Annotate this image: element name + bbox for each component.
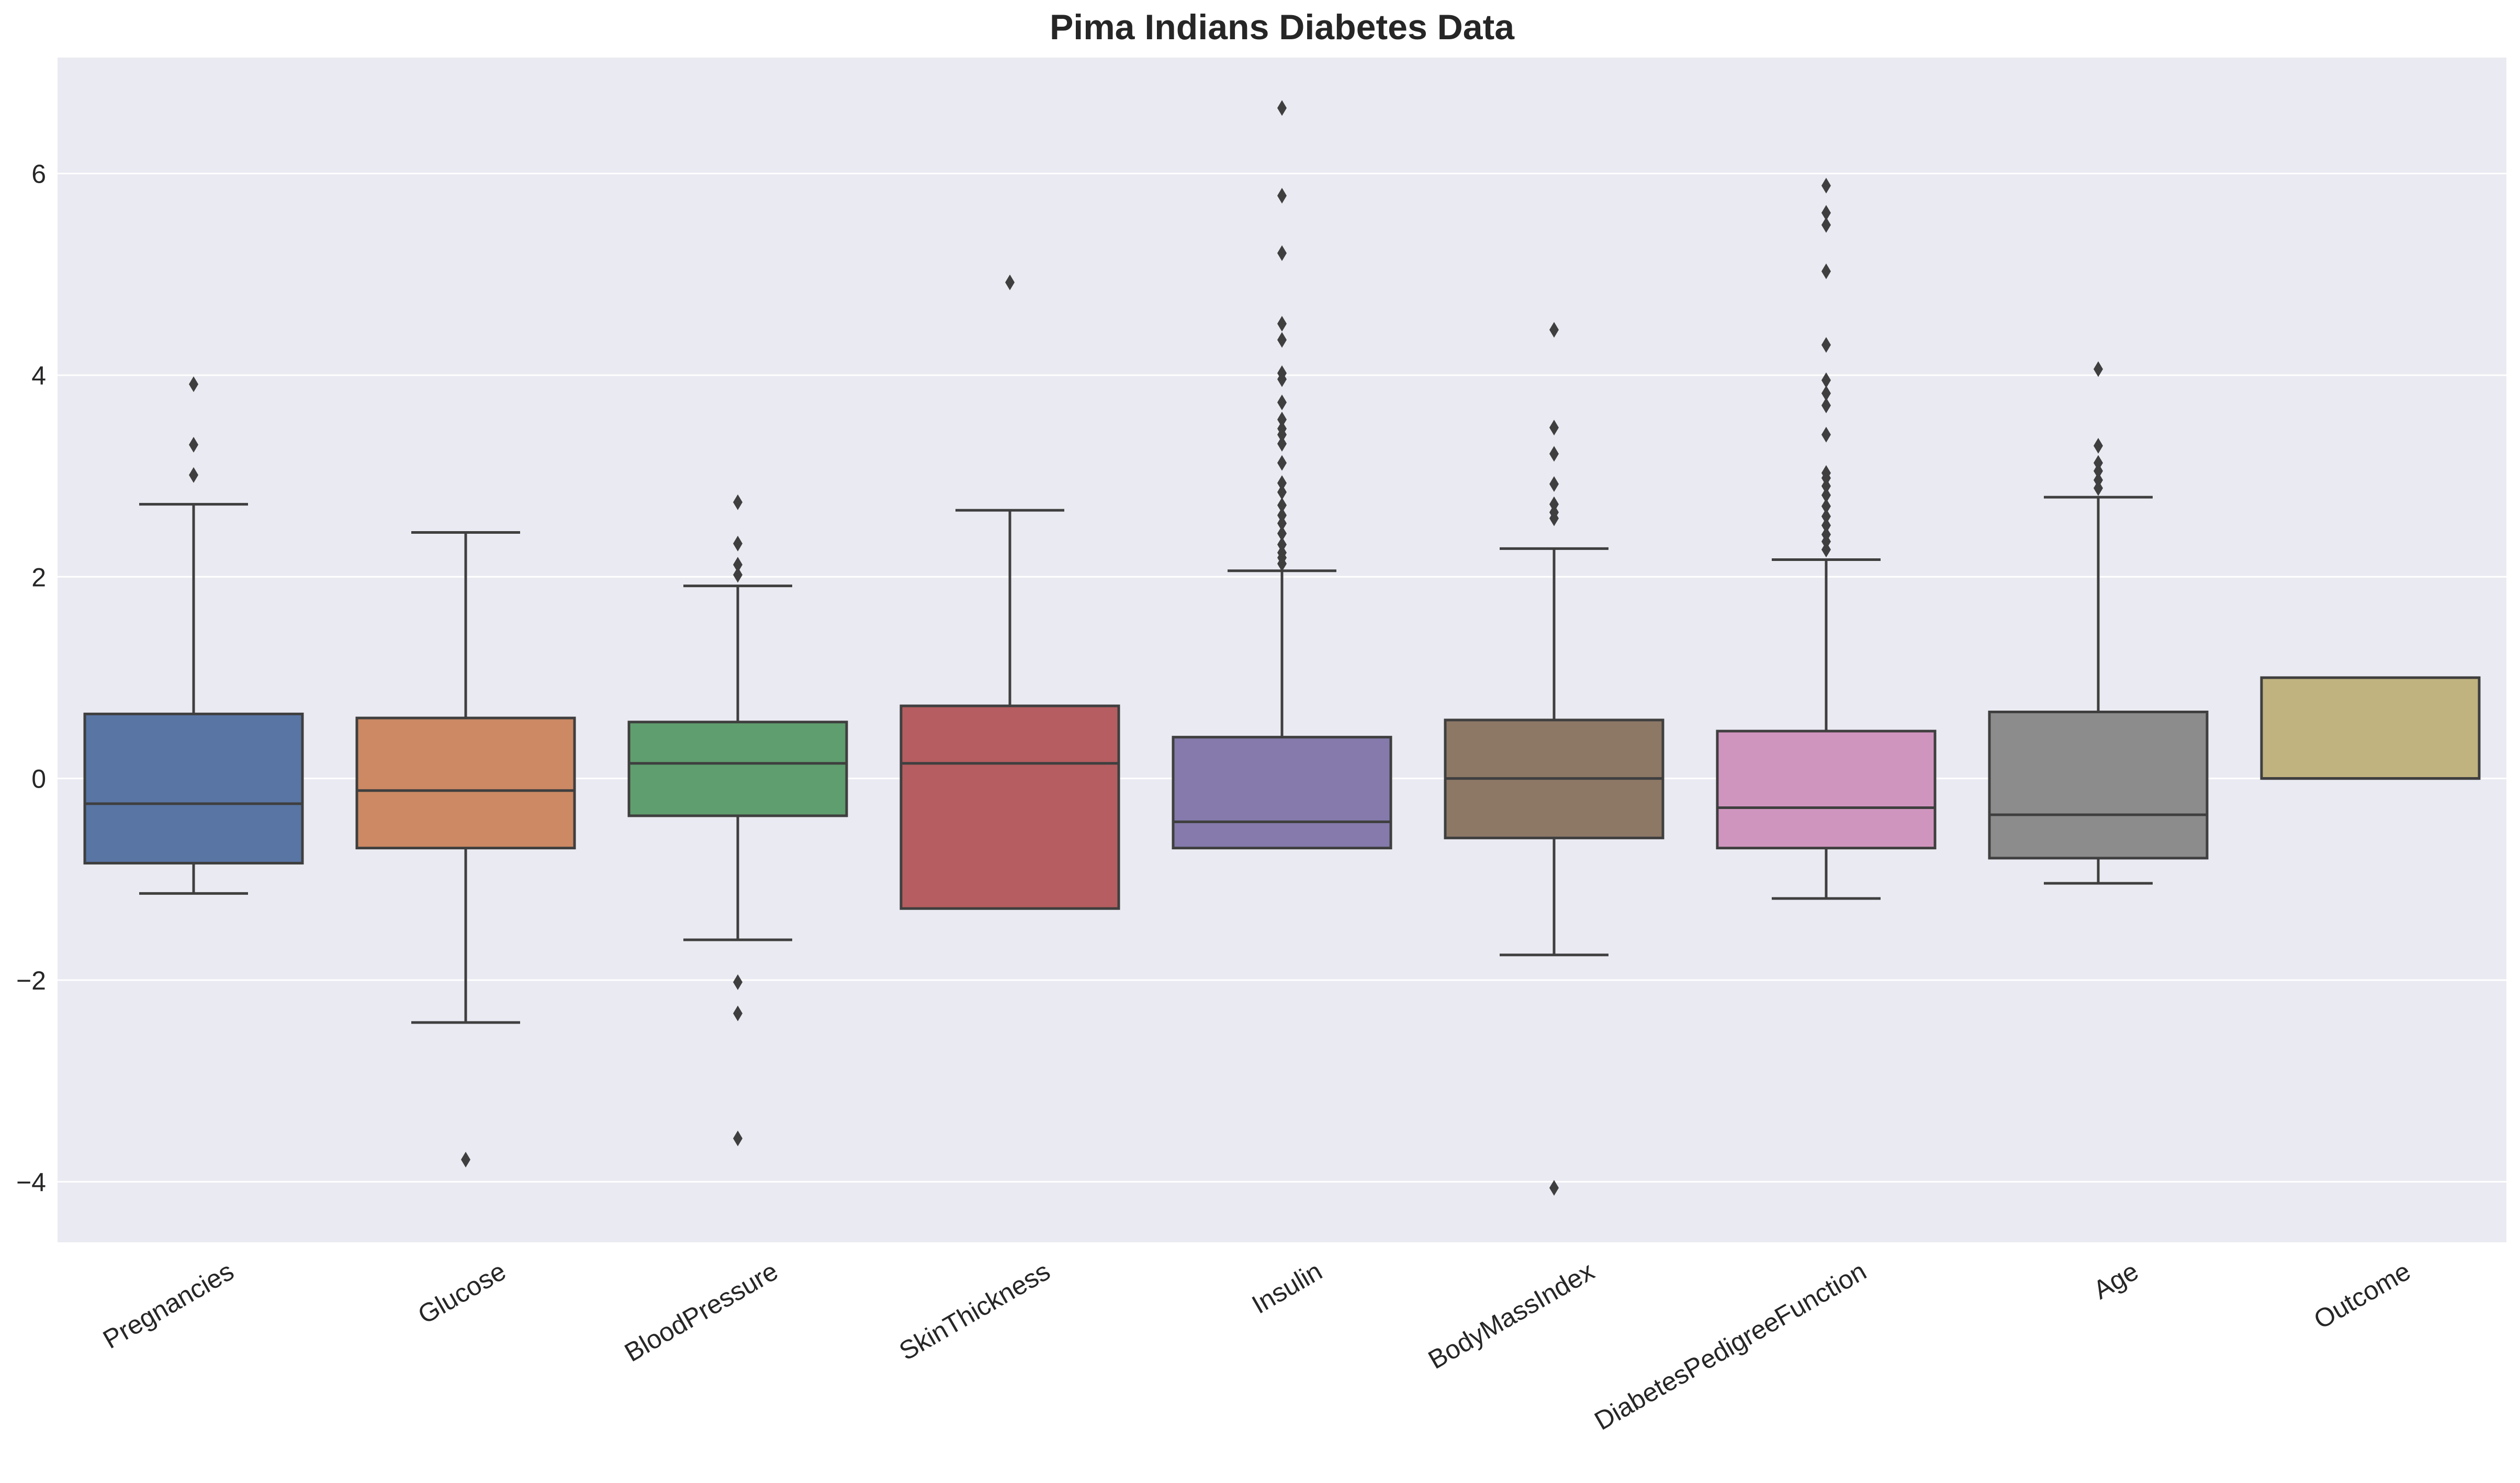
outlier-point	[1821, 487, 1831, 503]
outlier-point	[1277, 455, 1287, 471]
box-group-bodymassindex	[1444, 322, 1664, 1196]
outlier-point	[1277, 316, 1287, 332]
box	[1988, 710, 2209, 860]
x-tick-label: BodyMassIndex	[1423, 1256, 1599, 1375]
outlier-point	[1277, 536, 1287, 553]
y-axis: 6 4 2 0 −2 −4	[16, 160, 46, 1197]
outlier-point	[1277, 475, 1287, 491]
outlier-point	[2094, 463, 2103, 479]
outlier-point	[2094, 361, 2103, 377]
outlier-point	[1549, 446, 1559, 462]
outlier-point	[1549, 322, 1559, 338]
x-tick-label: Pregnancies	[98, 1256, 239, 1354]
x-tick-label: Outcome	[2309, 1256, 2415, 1335]
y-tick-label: −4	[16, 1167, 46, 1197]
outlier-point	[1821, 518, 1831, 534]
outlier-point	[733, 1005, 743, 1021]
box	[899, 704, 1120, 910]
outlier-point	[1277, 365, 1287, 381]
box	[1172, 736, 1392, 850]
outlier-point	[1821, 542, 1831, 558]
chart-title: Pima Indians Diabetes Data	[1050, 7, 1515, 47]
outlier-point	[189, 436, 198, 453]
outlier-point	[1821, 205, 1831, 221]
box-group-outcome	[2260, 676, 2481, 780]
outlier-point	[2094, 480, 2103, 496]
outlier-point	[1005, 274, 1015, 290]
outlier-point	[1277, 507, 1287, 523]
outlier-point	[1821, 372, 1831, 388]
outlier-point	[1821, 217, 1831, 233]
x-axis: Pregnancies Glucose BloodPressure SkinThick…	[98, 1256, 2415, 1436]
outlier-point	[2094, 455, 2103, 471]
outlier-point	[1277, 411, 1287, 428]
y-tick-label: 6	[31, 160, 46, 189]
x-tick-label: BloodPressure	[620, 1256, 783, 1367]
outlier-point	[1277, 515, 1287, 532]
outlier-point	[1821, 478, 1831, 494]
outlier-point	[1277, 187, 1287, 204]
y-tick-label: −2	[16, 966, 46, 995]
outlier-point	[1277, 394, 1287, 410]
box-group-skinthickness	[899, 274, 1120, 910]
box-group-bloodpressure	[627, 494, 848, 1147]
outlier-point	[1821, 385, 1831, 401]
box-group-glucose	[355, 531, 576, 1168]
outlier-point	[1277, 435, 1287, 452]
outlier-point	[1821, 337, 1831, 353]
box	[83, 712, 304, 865]
boxes-layer	[83, 100, 2481, 1196]
outlier-point	[1277, 100, 1287, 116]
outlier-point	[1277, 245, 1287, 261]
outlier-point	[1277, 421, 1287, 437]
outlier-point	[733, 535, 743, 552]
outlier-point	[1277, 497, 1287, 513]
outlier-point	[1821, 465, 1831, 481]
outlier-point	[1821, 263, 1831, 279]
box	[355, 716, 576, 850]
y-tick-label: 0	[31, 765, 46, 794]
box-group-diabetespedigreefunction	[1716, 177, 1937, 900]
box-group-pregnancies	[83, 376, 304, 895]
outlier-point	[1277, 484, 1287, 500]
outlier-point	[733, 974, 743, 990]
outlier-point	[1277, 332, 1287, 348]
outlier-point	[1549, 476, 1559, 492]
outlier-point	[1549, 504, 1559, 520]
x-tick-label: Age	[2088, 1256, 2143, 1305]
x-tick-label: Insulin	[1247, 1256, 1327, 1320]
x-tick-label: SkinThickness	[894, 1256, 1055, 1366]
outlier-point	[1821, 508, 1831, 524]
outlier-point	[1549, 496, 1559, 512]
outlier-point	[733, 567, 743, 583]
box	[2260, 676, 2481, 780]
box-group-age	[1988, 361, 2209, 885]
outlier-point	[1821, 426, 1831, 443]
outlier-point	[1821, 177, 1831, 194]
outlier-point	[461, 1152, 470, 1168]
x-tick-label: Glucose	[413, 1256, 511, 1330]
x-tick-label: DiabetesPedigreeFunction	[1590, 1256, 1871, 1436]
y-tick-label: 4	[31, 361, 46, 390]
outlier-point	[1821, 397, 1831, 413]
outlier-point	[1821, 526, 1831, 543]
outlier-point	[733, 1130, 743, 1147]
outlier-point	[189, 467, 198, 483]
box	[1716, 729, 1937, 850]
outlier-point	[733, 494, 743, 510]
outlier-point	[2094, 472, 2103, 488]
outlier-point	[189, 376, 198, 392]
box	[627, 721, 848, 817]
outlier-point	[1277, 545, 1287, 561]
outlier-point	[1821, 498, 1831, 514]
outlier-point	[1549, 420, 1559, 436]
outlier-point	[1549, 1179, 1559, 1196]
y-tick-label: 2	[31, 563, 46, 592]
outlier-point	[733, 557, 743, 573]
outlier-point	[2094, 437, 2103, 454]
box-group-insulin	[1172, 100, 1392, 850]
outlier-point	[1277, 525, 1287, 542]
